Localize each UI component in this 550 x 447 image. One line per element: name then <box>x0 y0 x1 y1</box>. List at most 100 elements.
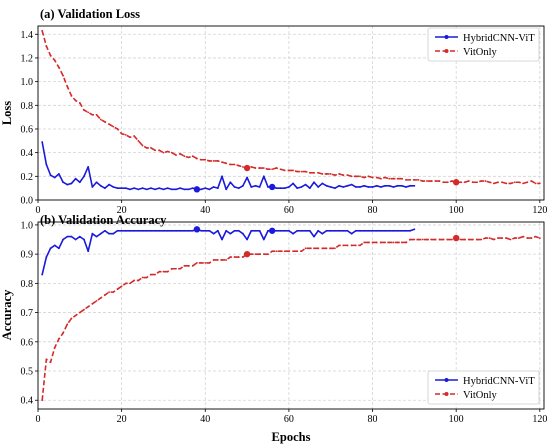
accuracy-point-vit <box>342 244 345 247</box>
accuracy-point-vit <box>242 256 244 258</box>
accuracy-series <box>41 226 541 402</box>
loss-point-vit <box>104 120 106 123</box>
accuracy-point-vit <box>375 241 378 244</box>
accuracy-highlight-point-hybrid <box>193 226 201 233</box>
loss-point-vit <box>283 169 286 172</box>
accuracy-legend-marker-hybrid <box>444 378 449 382</box>
x-tick-label: 0 <box>36 414 41 425</box>
loss-point-hybrid <box>78 181 81 184</box>
loss-point-hybrid <box>296 187 299 190</box>
accuracy-point-hybrid <box>317 229 320 232</box>
loss-point-vit <box>237 164 240 167</box>
loss-series-line-vit <box>41 30 540 185</box>
accuracy-point-vit <box>254 253 257 256</box>
accuracy-point-vit <box>108 291 110 294</box>
accuracy-point-vit <box>66 323 69 326</box>
accuracy-point-hybrid <box>183 229 186 232</box>
loss-point-hybrid <box>258 186 261 188</box>
accuracy-point-vit <box>505 237 508 239</box>
loss-point-hybrid <box>74 177 77 180</box>
loss-point-hybrid <box>329 186 332 188</box>
accuracy-point-hybrid <box>300 229 303 232</box>
loss-point-vit <box>488 181 491 184</box>
loss-point-hybrid <box>212 186 215 188</box>
accuracy-point-vit <box>137 279 140 282</box>
accuracy-point-vit <box>329 247 332 250</box>
y-tick-label: 0.6 <box>21 337 34 348</box>
loss-point-hybrid <box>104 187 106 190</box>
loss-point-vit <box>354 175 357 178</box>
loss-point-hybrid <box>288 186 290 188</box>
loss-point-vit <box>371 176 374 179</box>
loss-point-vit <box>367 175 370 178</box>
y-tick-label: 1.0 <box>21 77 34 88</box>
loss-point-hybrid <box>162 188 165 191</box>
accuracy-point-hybrid <box>321 232 324 235</box>
loss-point-vit <box>70 94 73 97</box>
loss-point-vit <box>350 175 353 178</box>
accuracy-point-hybrid <box>342 229 345 232</box>
accuracy-highlight-point-vit <box>452 234 460 242</box>
loss-point-vit <box>154 149 156 152</box>
x-tick-label: 0 <box>36 205 41 216</box>
accuracy-point-hybrid <box>58 247 60 250</box>
accuracy-point-vit <box>196 262 198 264</box>
accuracy-point-hybrid <box>396 229 399 232</box>
loss-point-hybrid <box>124 187 127 190</box>
loss-point-vit <box>388 177 391 180</box>
loss-point-vit <box>317 171 320 174</box>
accuracy-point-vit <box>288 250 290 253</box>
accuracy-point-vit <box>421 238 424 241</box>
accuracy-point-vit <box>104 294 106 296</box>
accuracy-panel: (b) Validation Accuracy 0 20 40 60 80 100 120 … <box>0 213 547 444</box>
accuracy-y-axis-label: Accuracy <box>0 289 14 340</box>
loss-point-hybrid <box>91 186 94 188</box>
accuracy-point-vit <box>325 247 328 250</box>
loss-highlight-point-vit <box>452 179 460 186</box>
accuracy-point-hybrid <box>208 229 211 232</box>
accuracy-point-vit <box>396 241 399 244</box>
accuracy-point-vit <box>317 247 320 250</box>
accuracy-point-vit <box>484 237 487 239</box>
accuracy-point-hybrid <box>104 229 106 232</box>
loss-point-vit <box>526 181 529 184</box>
accuracy-point-hybrid <box>405 229 407 232</box>
y-tick-label: 1.0 <box>21 220 34 231</box>
loss-point-hybrid <box>246 176 248 179</box>
accuracy-point-vit <box>229 256 232 258</box>
loss-point-vit <box>200 158 202 161</box>
loss-y-ticks: 0.0 0.2 0.4 0.6 0.8 1.0 1.2 1.4 <box>21 30 38 207</box>
accuracy-point-hybrid <box>150 229 152 232</box>
loss-point-hybrid <box>388 184 391 187</box>
accuracy-point-hybrid <box>229 232 232 235</box>
accuracy-legend-label-vit: VitOnly <box>463 390 498 401</box>
accuracy-point-hybrid <box>275 229 278 232</box>
accuracy-point-vit <box>158 270 161 273</box>
loss-point-hybrid <box>145 188 148 191</box>
loss-point-vit <box>430 180 432 182</box>
accuracy-point-vit <box>518 237 520 239</box>
loss-point-vit <box>300 170 303 173</box>
loss-point-vit <box>183 155 186 158</box>
loss-point-hybrid <box>158 187 161 190</box>
loss-point-vit <box>363 176 366 179</box>
accuracy-point-hybrid <box>175 229 177 232</box>
loss-series <box>41 29 541 193</box>
y-tick-label: 0.9 <box>21 250 34 261</box>
accuracy-point-vit <box>74 314 77 317</box>
accuracy-point-vit <box>492 238 495 241</box>
accuracy-point-hybrid <box>191 229 194 232</box>
loss-point-vit <box>262 167 265 169</box>
loss-point-vit <box>66 85 69 88</box>
loss-title: (a) Validation Loss <box>40 7 140 21</box>
x-tick-label: 120 <box>532 205 547 216</box>
loss-point-hybrid <box>350 183 353 186</box>
accuracy-point-vit <box>250 253 253 256</box>
accuracy-point-hybrid <box>83 238 85 241</box>
accuracy-point-vit <box>225 259 228 261</box>
loss-point-vit <box>426 180 428 182</box>
loss-point-vit <box>334 174 336 177</box>
accuracy-point-hybrid <box>145 229 148 232</box>
accuracy-x-ticks: 0 20 40 60 80 100 120 <box>36 409 547 425</box>
loss-point-hybrid <box>221 175 223 178</box>
